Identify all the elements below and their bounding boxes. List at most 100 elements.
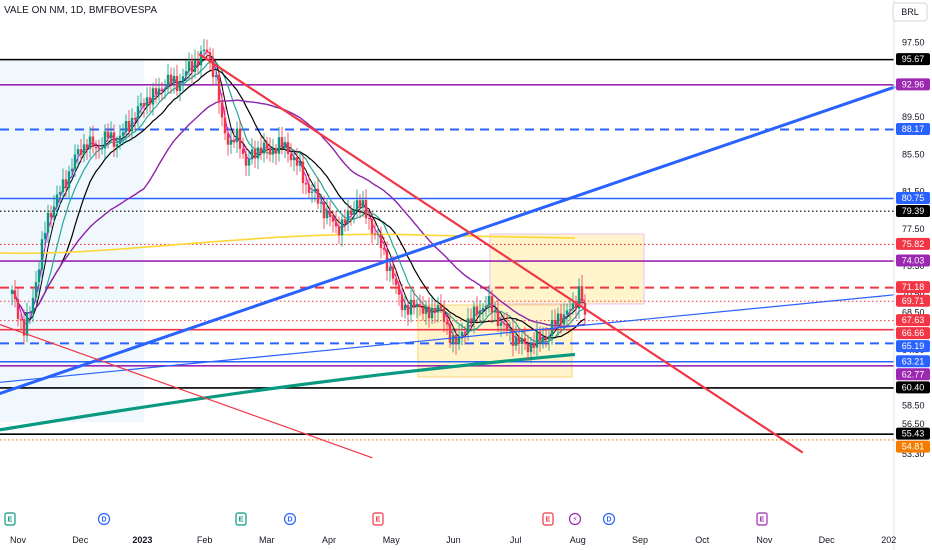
candle-body-190 [580, 286, 584, 303]
event-label-1: D [101, 517, 106, 524]
event-marker-6[interactable]: ⚡ [568, 512, 582, 526]
candle-body-66 [208, 52, 212, 59]
price-badge-13: 62.77 [896, 368, 930, 381]
price-badge-6: 74.03 [896, 254, 930, 267]
event-label-4: E [376, 517, 381, 524]
candle-body-32 [106, 131, 110, 139]
x-tick-7: Jun [446, 535, 461, 545]
candle-body-52 [166, 74, 170, 89]
price-badge-bg-10 [896, 327, 930, 340]
downtrend-line-minor [0, 324, 373, 459]
event-earnings-frame-2[interactable] [235, 512, 247, 526]
price-badge-label-5: 75.82 [902, 239, 925, 249]
event-marker-2[interactable]: E [235, 512, 247, 526]
event-badge-frame-6[interactable] [568, 512, 582, 526]
candle-body-155 [475, 306, 479, 315]
event-badge-frame-1[interactable] [97, 512, 111, 526]
candle-body-147 [451, 335, 455, 343]
candle-body-134 [412, 299, 416, 308]
ma-long [11, 99, 586, 327]
candle-body-110 [340, 219, 344, 236]
price-badge-bg-5 [896, 237, 930, 250]
candle-body-43 [139, 103, 143, 107]
price-badge-0: 95.67 [896, 53, 930, 66]
candle-body-11 [43, 232, 47, 240]
candle-body-112 [346, 210, 350, 224]
candle-body-72 [226, 133, 230, 145]
y-tick-2: 85.50 [902, 149, 925, 159]
event-badge-frame-7[interactable] [602, 512, 616, 526]
price-badge-bg-2 [896, 122, 930, 135]
candle-body-124 [382, 248, 386, 250]
candle-body-54 [172, 75, 176, 84]
candle-body-55 [175, 75, 179, 91]
candle-body-68 [214, 75, 218, 78]
currency-label[interactable]: BRL [901, 7, 919, 17]
candle-body-149 [457, 335, 461, 345]
price-badge-14: 60.40 [896, 381, 930, 394]
candle-body-22 [76, 149, 80, 155]
candle-body-101 [313, 188, 317, 192]
candle-body-120 [370, 219, 374, 234]
candle-body-93 [289, 153, 293, 161]
candle-body-48 [154, 88, 158, 95]
candle-body-114 [352, 210, 356, 215]
x-tick-12: Nov [756, 535, 773, 545]
candle-body-57 [181, 76, 185, 82]
price-badge-bg-4 [896, 205, 930, 218]
candle-body-108 [334, 221, 338, 227]
candle-body-97 [301, 161, 305, 184]
event-marker-7[interactable]: D [602, 512, 616, 526]
candle-body-129 [397, 284, 401, 295]
candle-body-29 [97, 148, 101, 150]
candle-body-158 [484, 305, 488, 309]
event-marker-5[interactable]: E [542, 512, 554, 526]
event-marker-1[interactable]: D [97, 512, 111, 526]
candle-body-76 [238, 128, 242, 149]
candle-body-143 [439, 305, 443, 309]
price-badge-label-15: 55.43 [902, 429, 925, 439]
event-marker-8[interactable]: E [756, 512, 768, 526]
candle-body-133 [409, 299, 413, 315]
event-earnings-frame-0[interactable] [4, 512, 16, 526]
candle-body-160 [490, 296, 494, 313]
event-earnings-frame-8[interactable] [756, 512, 768, 526]
event-marker-4[interactable]: E [372, 512, 384, 526]
event-marker-3[interactable]: D [283, 512, 297, 526]
price-badge-label-13: 62.77 [902, 369, 925, 379]
candle-body-98 [304, 183, 308, 185]
candle-body-95 [295, 157, 299, 166]
candle-body-122 [376, 234, 380, 236]
event-marker-0[interactable]: E [4, 512, 16, 526]
target-box [489, 233, 645, 305]
currency-button[interactable]: BRL [892, 2, 928, 22]
candle-body-104 [322, 202, 326, 219]
candle-body-148 [454, 335, 458, 345]
event-earnings-frame-4[interactable] [372, 512, 384, 526]
currency-button-frame[interactable] [892, 2, 928, 22]
candle-body-49 [157, 88, 161, 95]
candle-body-10 [40, 239, 44, 270]
y-tick-1: 89.50 [902, 112, 925, 122]
price-badge-bg-11 [896, 340, 930, 353]
event-earnings-frame-5[interactable] [542, 512, 554, 526]
candle-body-6 [28, 312, 32, 314]
price-badge-bg-7 [896, 281, 930, 294]
event-label-3: D [287, 517, 292, 524]
ma-slow [11, 68, 586, 339]
candle-body-185 [565, 310, 569, 315]
candle-body-7 [31, 297, 35, 313]
price-badge-bg-16 [896, 440, 930, 453]
price-badge-label-1: 92.96 [902, 79, 925, 89]
ma-200 [0, 233, 576, 255]
event-badge-frame-3[interactable] [283, 512, 297, 526]
candle-body-156 [478, 310, 482, 315]
candle-body-63 [199, 51, 203, 66]
time-axis[interactable]: Nov Dec 2023 Feb Mar Apr May Jun Jul Aug Sep Oct Nov… [10, 535, 896, 545]
candle-body-170 [520, 338, 524, 344]
candle-body-161 [493, 310, 497, 313]
x-tick-13: Dec [819, 535, 836, 545]
candle-body-103 [319, 202, 323, 204]
candle-body-128 [394, 278, 398, 285]
